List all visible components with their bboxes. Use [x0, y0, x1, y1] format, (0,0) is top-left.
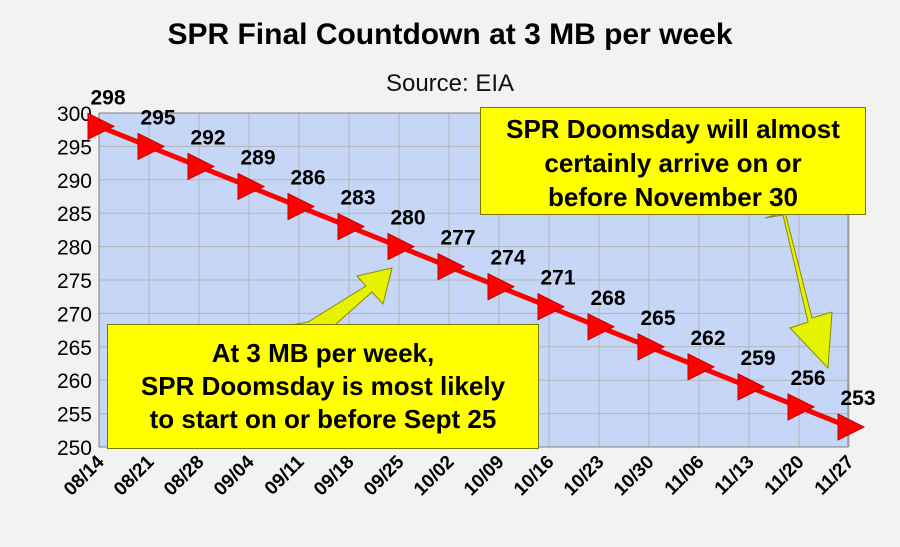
y-tick-label: 255	[57, 404, 92, 427]
y-tick-label: 285	[57, 203, 92, 226]
data-point-marker	[587, 312, 616, 341]
chart-subtitle: Source: EIA	[385, 70, 515, 97]
data-point-marker	[237, 172, 266, 201]
callout-november-line-2: certainly arrive on or	[544, 148, 802, 178]
data-label: 286	[290, 167, 325, 190]
x-tick-label: 11/13	[711, 452, 759, 500]
y-tick-label: 265	[57, 337, 92, 360]
x-tick-label: 11/06	[661, 452, 709, 500]
data-label: 295	[140, 106, 175, 129]
x-tick-label: 10/09	[460, 452, 508, 500]
x-tick-label: 09/11	[261, 451, 309, 499]
data-point-marker	[137, 132, 166, 161]
y-tick-label: 250	[57, 437, 92, 460]
data-point-marker	[637, 332, 666, 361]
x-tick-label: 09/04	[210, 451, 259, 500]
data-point-marker	[437, 252, 466, 281]
data-label: 283	[340, 187, 375, 210]
data-point-marker	[487, 272, 516, 301]
x-tick-label: 10/30	[610, 452, 658, 500]
data-label: 271	[540, 267, 575, 290]
data-label: 262	[690, 327, 725, 350]
callout-september-line-3: to start on or before Sept 25	[149, 404, 497, 434]
data-point-marker	[687, 353, 716, 381]
x-tick-label: 11/20	[761, 452, 809, 500]
callout-september-line-2: SPR Doomsday is most likely	[140, 371, 506, 401]
y-tick-label: 270	[57, 303, 92, 326]
y-tick-label: 300	[57, 103, 92, 126]
data-label: 259	[740, 347, 775, 370]
data-point-marker	[737, 373, 766, 401]
data-label: 256	[790, 367, 825, 390]
data-label: 280	[390, 207, 425, 230]
data-label: 274	[490, 247, 525, 270]
data-label: 268	[590, 287, 625, 310]
data-label: 289	[240, 146, 275, 169]
x-tick-label: 10/23	[560, 452, 608, 500]
data-label: 277	[440, 227, 475, 250]
x-tick-label: 09/25	[360, 451, 409, 500]
arrow-november	[764, 211, 833, 370]
data-point-marker	[287, 192, 316, 221]
data-point-marker	[337, 212, 366, 241]
data-label: 265	[640, 307, 675, 330]
callout-september-line-1: At 3 MB per week,	[211, 338, 435, 368]
data-label: 292	[190, 126, 225, 149]
x-tick-label: 09/18	[310, 452, 358, 500]
y-tick-label: 295	[57, 136, 92, 159]
data-point-marker	[387, 232, 416, 261]
x-tick-label: 10/16	[510, 452, 558, 500]
y-tick-label: 290	[57, 170, 92, 193]
y-tick-label: 280	[57, 237, 92, 260]
x-tick-label: 08/28	[160, 452, 208, 500]
callout-november: SPR Doomsday will almost certainly arriv…	[480, 107, 866, 215]
data-point-marker	[187, 152, 216, 181]
data-point-marker	[537, 292, 566, 321]
callout-november-line-1: SPR Doomsday will almost	[506, 114, 840, 144]
y-tick-label: 260	[57, 370, 92, 393]
series-line	[98, 124, 850, 430]
data-point-marker	[87, 112, 116, 141]
data-point-marker	[837, 413, 866, 441]
data-label: 253	[840, 387, 875, 410]
callout-september: At 3 MB per week, SPR Doomsday is most l…	[107, 324, 539, 449]
x-tick-label: 11/27	[811, 452, 859, 500]
x-tick-label: 08/21	[110, 451, 159, 500]
callout-november-line-3: before November 30	[548, 182, 798, 212]
data-label: 298	[90, 86, 125, 109]
data-point-marker	[787, 393, 816, 421]
x-tick-label: 10/02	[410, 452, 458, 500]
chart-title: SPR Final Countdown at 3 MB per week	[167, 18, 733, 51]
y-tick-label: 275	[57, 270, 92, 293]
